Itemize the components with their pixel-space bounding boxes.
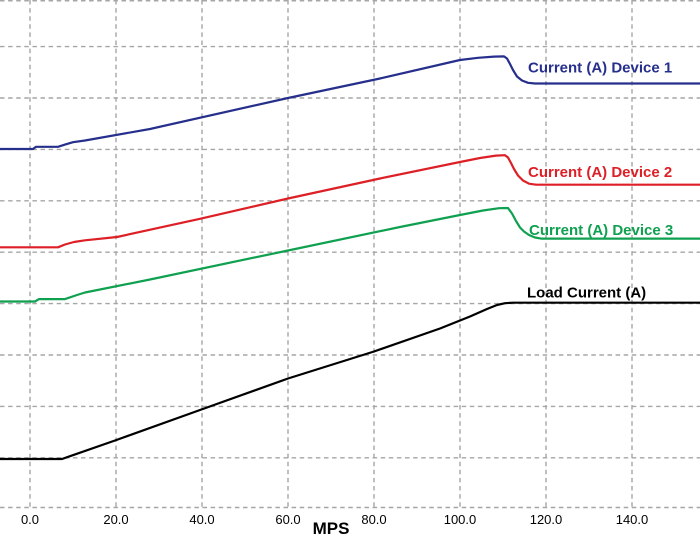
x-tick-label: 0.0 (21, 512, 39, 527)
series-label-load-current: Load Current (A) (527, 285, 646, 302)
x-tick-label: 40.0 (189, 512, 214, 527)
series-label-device-1: Current (A) Device 1 (528, 60, 672, 77)
x-axis-title: MPS (313, 519, 350, 538)
horizontal-gridlines (0, 0, 700, 509)
x-tick-label: 20.0 (103, 512, 128, 527)
x-tick-label: 140.0 (616, 512, 649, 527)
x-tick-label: 80.0 (361, 512, 386, 527)
x-tick-label: 120.0 (530, 512, 563, 527)
series-lines (0, 55, 700, 461)
series-line-load-current-a- (0, 301, 700, 461)
x-tick-labels: 0.0 20.0 40.0 60.0 80.0 100.0 120.0 140.0 (21, 512, 648, 527)
x-tick-label: 100.0 (444, 512, 477, 527)
series-line-current-a-device-3 (0, 206, 700, 303)
series-line-current-a-device-2 (0, 154, 700, 249)
series-label-device-2: Current (A) Device 2 (528, 164, 672, 181)
series-label-device-3: Current (A) Device 3 (529, 222, 673, 239)
series-line-current-a-device-1 (0, 55, 700, 151)
x-tick-label: 60.0 (275, 512, 300, 527)
